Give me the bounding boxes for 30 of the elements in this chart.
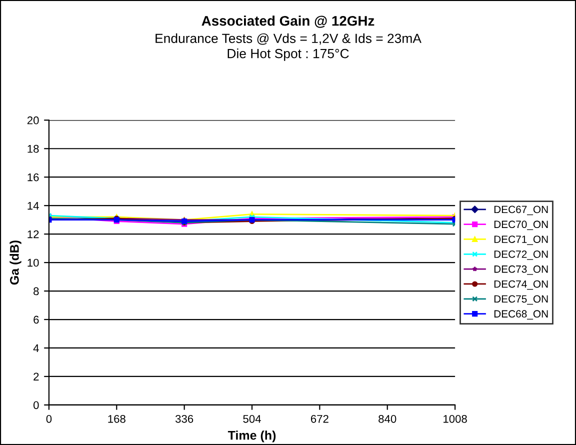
y-tick-label: 20 — [27, 116, 39, 124]
legend-label: DEC75_ON — [494, 295, 548, 305]
y-tick-label: 18 — [28, 144, 39, 153]
legend-label: DEC67_ON — [494, 206, 548, 216]
legend-label: DEC70_ON — [494, 220, 548, 230]
legend-label: DEC71_ON — [494, 236, 548, 245]
x-tick-label: 504 — [243, 414, 261, 423]
y-tick-label: 4 — [33, 344, 39, 352]
y-axis-title: Ga (dB) — [10, 240, 22, 285]
y-tick-label: 10 — [28, 258, 39, 267]
x-tick-label: 168 — [108, 414, 126, 423]
y-tick-label: 14 — [28, 202, 39, 210]
y-tick-label: 16 — [28, 173, 39, 182]
x-tick-label: 0 — [46, 414, 52, 423]
legend-label: DEC73_ON — [494, 265, 548, 275]
x-tick-label: 840 — [378, 414, 396, 423]
x-tick-label: 336 — [175, 414, 194, 423]
x-tick-label: 672 — [310, 414, 328, 423]
legend-label: DEC72_ON — [494, 250, 548, 260]
x-axis-title: Time (h) — [228, 430, 276, 442]
y-tick-label: 0 — [33, 401, 39, 410]
y-tick-label: 8 — [34, 287, 39, 296]
y-tick-label: 2 — [34, 372, 39, 380]
y-tick-label: 6 — [34, 316, 39, 324]
chart-title: Associated Gain @ 12GHz — [202, 16, 374, 28]
x-tick-label: 1008 — [444, 414, 467, 423]
y-tick-label: 12 — [28, 230, 39, 238]
legend-label: DEC74_ON — [494, 280, 548, 290]
legend-label: DEC68_ON — [494, 310, 548, 320]
chart-subtitle: Endurance Tests @ Vds = 1,2V & Ids = 23mA Die Hot Spot : 175°C — [156, 33, 422, 61]
